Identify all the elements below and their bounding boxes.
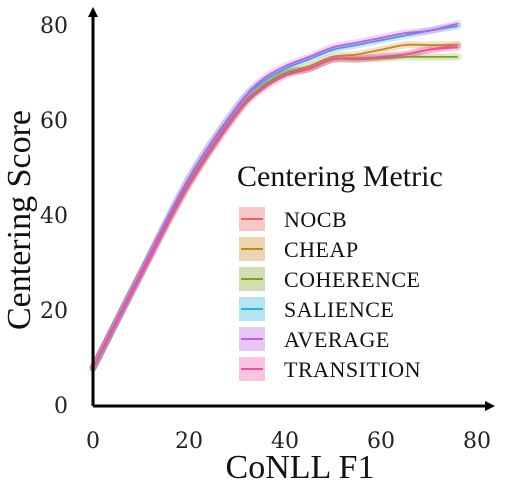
x-tick-label: 60 xyxy=(367,429,395,454)
series-line-transition xyxy=(92,46,458,369)
y-tick-label: 20 xyxy=(40,299,68,324)
series-band-transition xyxy=(89,43,462,372)
x-tick-label: 80 xyxy=(463,429,491,454)
x-tick-labels: 0 20 40 60 80 xyxy=(86,429,491,454)
series-band-nocb xyxy=(89,41,462,372)
y-tick-labels: 0 20 40 60 80 xyxy=(40,14,68,419)
legend-item-average: AVERAGE xyxy=(239,327,390,352)
series-line-coherence xyxy=(92,55,458,369)
legend-label: AVERAGE xyxy=(284,327,390,352)
legend-item-cheap: CHEAP xyxy=(239,237,359,262)
x-axis-title: CoNLL F1 xyxy=(226,449,375,482)
legend-label: NOCB xyxy=(284,207,347,232)
legend-label: COHERENCE xyxy=(284,267,421,292)
legend-label: SALIENCE xyxy=(284,297,394,322)
series-band-coherence xyxy=(89,53,462,372)
legend-item-coherence: COHERENCE xyxy=(239,267,421,292)
legend-item-nocb: NOCB xyxy=(239,207,347,232)
series-band-cheap xyxy=(89,41,462,372)
legend-item-salience: SALIENCE xyxy=(239,297,394,322)
series-line-cheap xyxy=(92,43,458,369)
y-tick-label: 0 xyxy=(54,394,68,419)
series-line-nocb xyxy=(92,44,458,369)
x-tick-label: 0 xyxy=(86,429,100,454)
series-line-average xyxy=(92,22,459,369)
legend-label: TRANSITION xyxy=(284,357,421,382)
legend-label: CHEAP xyxy=(284,237,359,262)
y-axis-title: Centering Score xyxy=(1,110,38,330)
y-tick-label: 40 xyxy=(40,204,68,229)
legend-item-transition: TRANSITION xyxy=(239,357,421,382)
series-lines xyxy=(89,20,462,372)
y-tick-label: 60 xyxy=(40,109,68,134)
legend-title: Centering Metric xyxy=(237,160,443,193)
legend: Centering Metric NOCB CHEAP COHERENCE SALIE… xyxy=(237,160,443,382)
y-tick-label: 80 xyxy=(40,14,68,39)
x-tick-label: 20 xyxy=(175,429,203,454)
x-tick-label: 40 xyxy=(271,429,299,454)
